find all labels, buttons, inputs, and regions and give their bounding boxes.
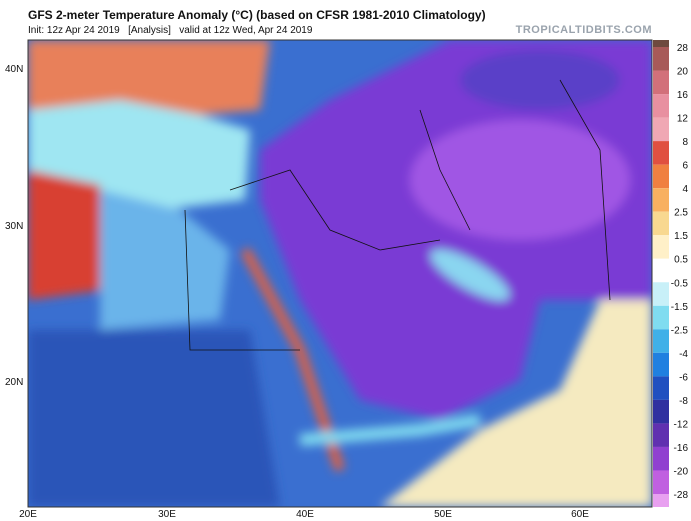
colorbar-label: -16 xyxy=(674,443,689,454)
lat-label: 20N xyxy=(5,377,23,388)
colorbar-segment xyxy=(653,70,669,95)
colorbar-segment xyxy=(653,329,669,353)
colorbar-label: 6 xyxy=(682,161,688,172)
colorbar-label: -1.5 xyxy=(671,302,689,313)
colorbar-segment xyxy=(653,94,669,118)
lon-label: 40E xyxy=(296,509,314,520)
colorbar-label: -4 xyxy=(679,349,688,360)
colorbar-label: 28 xyxy=(677,43,689,54)
lon-label: 30E xyxy=(158,509,176,520)
colorbar-label: -12 xyxy=(674,419,689,430)
colorbar-segment xyxy=(653,235,669,259)
lon-label: 60E xyxy=(571,509,589,520)
colorbar-segment xyxy=(653,376,669,400)
colorbar-label: -2.5 xyxy=(671,325,689,336)
colorbar-segment xyxy=(653,470,669,494)
subtitle: Init: 12z Apr 24 2019 [Analysis] valid a… xyxy=(28,25,313,36)
map xyxy=(28,40,652,507)
lat-label: 40N xyxy=(5,64,23,75)
lon-label: 20E xyxy=(19,509,37,520)
colorbar-label: 4 xyxy=(682,184,688,195)
colorbar-segment xyxy=(653,164,669,189)
colorbar-segment xyxy=(653,47,669,71)
colorbar-segment xyxy=(653,399,669,424)
colorbar-label: 16 xyxy=(677,90,689,101)
colorbar-segment xyxy=(653,305,669,330)
colorbar-label: -0.5 xyxy=(671,278,689,289)
colorbar-label: 0.5 xyxy=(674,255,688,266)
colorbar-segment xyxy=(653,188,669,212)
lon-label: 50E xyxy=(434,509,452,520)
colorbar-segment xyxy=(653,117,669,142)
colorbar-segment xyxy=(653,141,669,165)
colorbar-label: -6 xyxy=(679,372,688,383)
colorbar-label: -8 xyxy=(679,396,688,407)
lat-label: 30N xyxy=(5,221,23,232)
colorbar-label: 1.5 xyxy=(674,231,688,242)
colorbar-segment xyxy=(653,494,669,507)
colorbar-segment xyxy=(653,352,669,377)
colorbar-label: 2.5 xyxy=(674,208,688,219)
colorbar-segment xyxy=(653,423,669,447)
colorbar-label: 12 xyxy=(677,114,689,125)
colorbar-label: 20 xyxy=(677,67,689,78)
colorbar-label: 8 xyxy=(682,137,688,148)
map-frame xyxy=(27,39,653,508)
colorbar-segment xyxy=(653,282,669,306)
colorbar-segment xyxy=(653,211,669,236)
colorbar-segment xyxy=(653,40,669,47)
colorbar-segment xyxy=(653,446,669,471)
title: GFS 2-meter Temperature Anomaly (°C) (ba… xyxy=(28,8,486,22)
watermark: TROPICALTIDBITS.COM xyxy=(516,24,652,36)
colorbar-segment xyxy=(653,258,669,283)
colorbar-label: -20 xyxy=(674,466,689,477)
colorbar-label: -28 xyxy=(674,490,689,501)
